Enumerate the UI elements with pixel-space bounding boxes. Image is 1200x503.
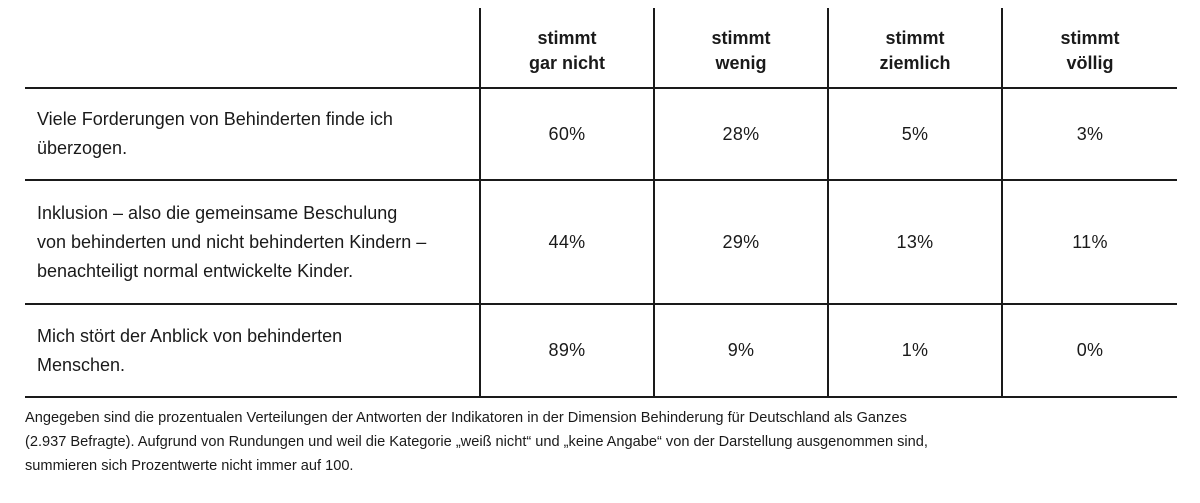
footnote-line: summieren sich Prozentwerte nicht immer …: [25, 458, 354, 474]
column-header-line1: stimmt: [537, 27, 597, 48]
column-header-line2: wenig: [715, 52, 767, 73]
column-header-line1: stimmt: [711, 27, 771, 48]
column-header-line2: gar nicht: [528, 52, 605, 73]
column-header-line1: stimmt: [885, 27, 945, 48]
value-cell-ziemlich: 5%: [827, 88, 1002, 181]
value-cell-ziemlich: 13%: [827, 180, 1002, 305]
value-cell-voellig: 11%: [1001, 180, 1177, 305]
column-header-line2: ziemlich: [879, 52, 951, 73]
column-header-line2: völlig: [1066, 52, 1114, 73]
column-header-gar-nicht: stimmt gar nicht: [479, 8, 654, 89]
table-row: Inklusion – also die gemeinsame Beschulu…: [25, 180, 1177, 305]
value-cell-voellig: 0%: [1001, 304, 1177, 398]
row-label-line: benachteiligt normal entwickelte Kinder.: [37, 260, 354, 281]
row-label-line: überzogen.: [37, 138, 128, 158]
value-cell-voellig: 3%: [1001, 88, 1177, 181]
table-row: Mich stört der Anblick von behinderten M…: [25, 304, 1177, 398]
value-cell-gar-nicht: 60%: [479, 88, 654, 181]
column-header-ziemlich: stimmt ziemlich: [827, 8, 1002, 89]
survey-table: stimmt gar nicht stimmt wenig stimmt zie…: [25, 8, 1177, 398]
value-cell-wenig: 28%: [653, 88, 828, 181]
row-label: Viele Forderungen von Behinderten finde …: [25, 88, 480, 181]
column-header-voellig: stimmt völlig: [1001, 8, 1177, 89]
row-label: Mich stört der Anblick von behinderten M…: [25, 304, 480, 398]
row-label-line: von behinderten und nicht behinderten Ki…: [37, 231, 427, 252]
row-label-line: Mich stört der Anblick von behinderten: [37, 325, 343, 346]
survey-table-container: stimmt gar nicht stimmt wenig stimmt zie…: [25, 8, 1177, 398]
footnote-line: (2.937 Befragte). Aufgrund von Rundungen…: [25, 434, 928, 450]
value-cell-gar-nicht: 44%: [479, 180, 654, 305]
row-label-line: Menschen.: [37, 354, 126, 375]
value-cell-gar-nicht: 89%: [479, 304, 654, 398]
footnote-line: Angegeben sind die prozentualen Verteilu…: [25, 410, 907, 426]
value-cell-ziemlich: 1%: [827, 304, 1002, 398]
column-header-wenig: stimmt wenig: [653, 8, 828, 89]
footnote: Angegeben sind die prozentualen Verteilu…: [25, 406, 1185, 478]
column-header-line1: stimmt: [1060, 27, 1120, 48]
table-row: Viele Forderungen von Behinderten finde …: [25, 88, 1177, 181]
header-empty-cell: [25, 8, 480, 89]
row-label: Inklusion – also die gemeinsame Beschulu…: [25, 180, 480, 305]
row-label-line: Viele Forderungen von Behinderten finde …: [37, 109, 393, 129]
row-label-line: Inklusion – also die gemeinsame Beschulu…: [37, 202, 398, 223]
value-cell-wenig: 9%: [653, 304, 828, 398]
value-cell-wenig: 29%: [653, 180, 828, 305]
header-row: stimmt gar nicht stimmt wenig stimmt zie…: [25, 8, 1177, 89]
